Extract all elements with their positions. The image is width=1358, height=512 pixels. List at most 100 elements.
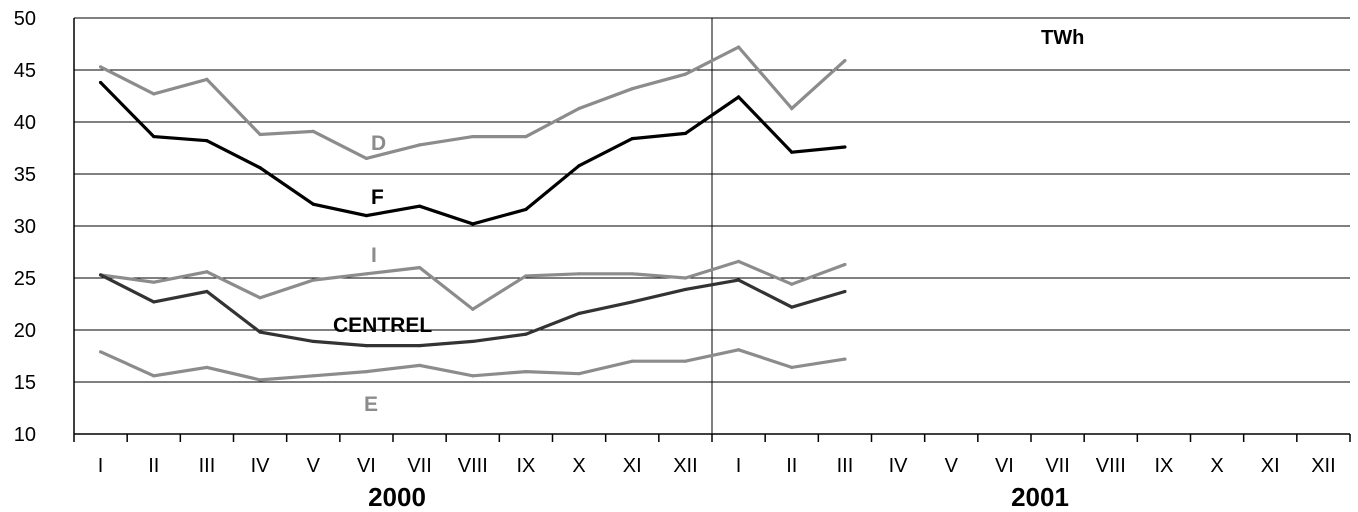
- data-point-f-14: [843, 145, 847, 149]
- data-point-i-5: [364, 272, 369, 276]
- x-tick-label-VII-2000: VII: [407, 455, 431, 477]
- x-tick-label-XII-2001: XII: [1311, 455, 1335, 477]
- data-point-f-11: [683, 131, 688, 136]
- data-point-e-14: [843, 357, 847, 361]
- data-point-e-2: [205, 365, 209, 370]
- data-point-f-8: [524, 207, 528, 211]
- x-tick-label-X-2000: X: [572, 455, 585, 477]
- data-point-centrel-12: [736, 278, 741, 282]
- data-point-f-5: [364, 214, 369, 218]
- data-point-e-10: [630, 359, 634, 363]
- data-point-centrel-13: [790, 305, 794, 309]
- data-point-d-2: [205, 77, 209, 81]
- x-tick-label-III-2000: III: [199, 455, 216, 477]
- data-point-i-2: [205, 270, 209, 274]
- data-point-centrel-11: [683, 287, 688, 292]
- data-point-d-6: [417, 143, 422, 147]
- data-point-f-9: [577, 164, 581, 168]
- data-point-centrel-5: [364, 344, 369, 348]
- data-point-f-4: [311, 202, 315, 206]
- series-label-centrel: CENTREL: [333, 314, 432, 337]
- series-label-e: E: [364, 393, 378, 416]
- data-point-centrel-7: [471, 339, 475, 344]
- data-point-i-9: [577, 272, 581, 276]
- data-point-f-13: [790, 150, 794, 154]
- x-tick-label-IX-2001: IX: [1154, 455, 1173, 477]
- data-point-e-7: [471, 374, 475, 378]
- series-line-f: [99, 81, 846, 226]
- x-tick-label-X-2001: X: [1210, 455, 1223, 477]
- y-tick-label-50: 50: [14, 8, 36, 30]
- data-point-d-13: [790, 106, 794, 111]
- data-point-i-3: [258, 296, 262, 300]
- y-tick-label-35: 35: [14, 164, 36, 186]
- data-point-e-5: [364, 370, 369, 374]
- data-point-f-10: [630, 137, 634, 141]
- x-tick-label-II-2000: II: [148, 455, 159, 477]
- x-tick-label-XII-2000: XII: [673, 455, 697, 477]
- data-point-i-10: [630, 272, 634, 276]
- series-labels: D F I CENTREL E: [333, 132, 432, 416]
- x-tick-label-XI-2000: XI: [623, 455, 642, 477]
- x-tick-label-I-2000: I: [98, 455, 104, 477]
- data-point-f-12: [736, 95, 741, 99]
- unit-label: TWh: [1041, 27, 1084, 49]
- data-point-i-6: [417, 266, 422, 270]
- data-point-centrel-3: [258, 330, 262, 334]
- series-line-i: [100, 259, 846, 312]
- data-point-d-7: [471, 134, 475, 139]
- data-point-i-11: [683, 276, 688, 280]
- data-point-d-14: [843, 59, 847, 63]
- data-point-centrel-0: [98, 273, 103, 277]
- data-point-d-3: [258, 132, 262, 137]
- series-label-i: I: [371, 244, 377, 267]
- data-point-d-11: [683, 72, 688, 76]
- series-label-d: D: [371, 132, 386, 155]
- data-point-d-1: [152, 92, 156, 96]
- data-point-i-1: [152, 280, 156, 284]
- data-point-d-4: [311, 129, 315, 133]
- data-point-d-8: [524, 134, 528, 139]
- data-point-e-1: [152, 374, 156, 378]
- y-tick-label-30: 30: [14, 216, 36, 238]
- year-label-2001: 2001: [1011, 482, 1069, 512]
- x-tick-label-VIII-2000: VIII: [458, 455, 488, 477]
- data-point-centrel-8: [524, 332, 528, 336]
- y-tick-label-20: 20: [14, 320, 36, 342]
- data-point-i-13: [790, 282, 794, 286]
- data-point-f-2: [205, 139, 209, 143]
- x-tick-label-III-2001: III: [837, 455, 854, 477]
- x-tick-label-IV-2000: IV: [251, 455, 271, 477]
- data-point-f-1: [152, 134, 156, 139]
- data-point-e-4: [311, 374, 315, 378]
- series-label-f: F: [371, 186, 384, 209]
- data-point-f-3: [258, 166, 262, 170]
- x-tick-label-IV-2001: IV: [889, 455, 909, 477]
- data-point-centrel-1: [152, 300, 156, 304]
- x-tick-label-I-2001: I: [736, 455, 742, 477]
- data-point-i-7: [471, 307, 475, 311]
- data-point-e-6: [417, 363, 422, 367]
- data-point-i-8: [524, 274, 528, 278]
- data-point-centrel-10: [630, 300, 634, 304]
- data-point-centrel-14: [843, 289, 847, 294]
- x-tick-label-V-2000: V: [307, 455, 321, 477]
- data-point-i-4: [311, 278, 315, 282]
- data-point-e-8: [524, 370, 528, 374]
- data-point-d-5: [364, 156, 369, 160]
- year-label-2000: 2000: [368, 482, 426, 512]
- data-point-d-0: [98, 65, 103, 69]
- data-point-i-14: [843, 262, 847, 267]
- data-point-e-9: [577, 372, 581, 376]
- data-point-centrel-6: [417, 344, 422, 348]
- data-point-e-13: [790, 365, 794, 370]
- y-tick-label-25: 25: [14, 268, 36, 290]
- y-tick-label-10: 10: [14, 424, 36, 446]
- x-tick-label-VIII-2001: VIII: [1096, 455, 1126, 477]
- x-tick-label-II-2001: II: [786, 455, 797, 477]
- data-point-e-12: [736, 348, 741, 352]
- x-tick-label-XI-2001: XI: [1261, 455, 1280, 477]
- data-point-e-0: [98, 350, 103, 354]
- x-axis-ticks: I II III IV V VI VII VIII IX X XI XII I II III IV V VI VII…: [73, 434, 1351, 477]
- x-tick-label-VII-2001: VII: [1045, 455, 1069, 477]
